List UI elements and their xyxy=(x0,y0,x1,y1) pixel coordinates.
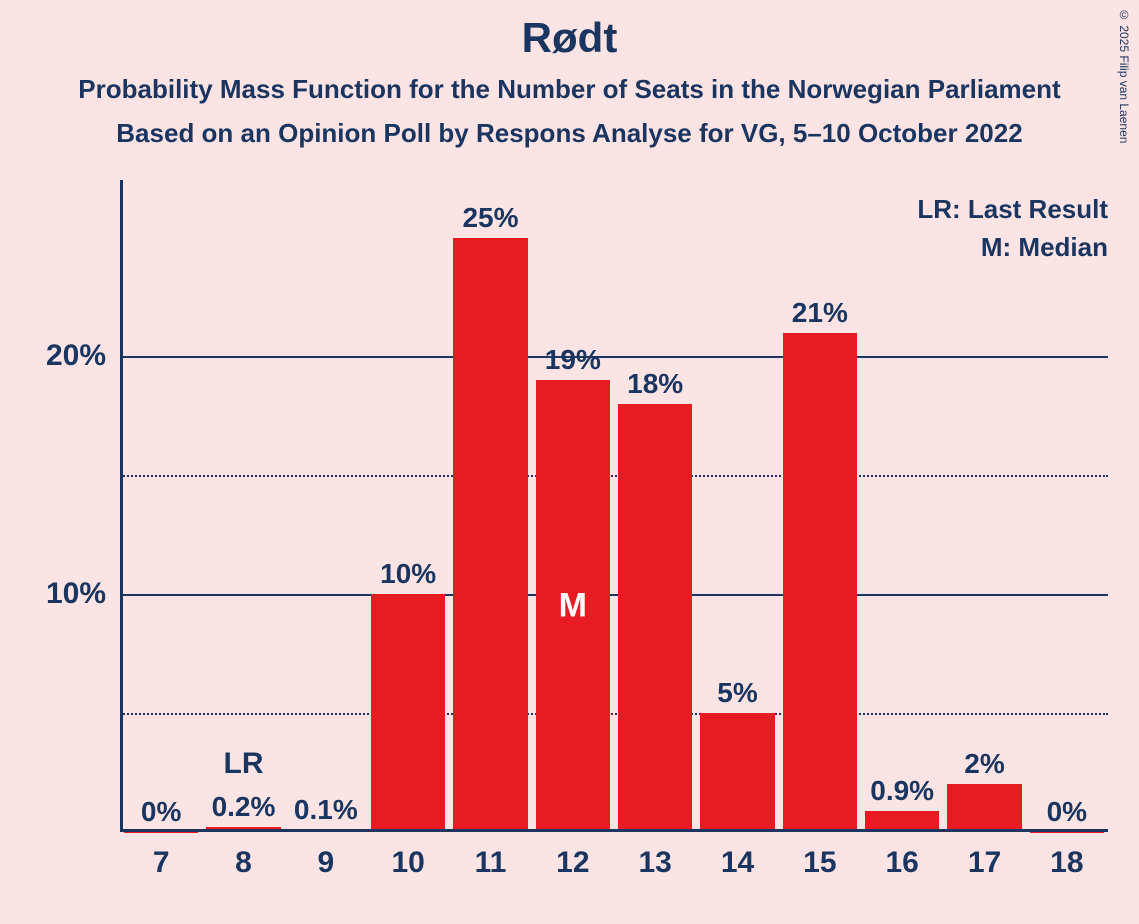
bar: 18% xyxy=(618,404,692,832)
bar: 19%M xyxy=(536,380,610,832)
bar-value-label: 25% xyxy=(462,202,518,238)
x-tick-label: 16 xyxy=(885,832,918,880)
gridline-major xyxy=(120,594,1108,596)
x-tick-label: 17 xyxy=(968,832,1001,880)
chart-subtitle-1: Probability Mass Function for the Number… xyxy=(0,74,1139,105)
chart-plot-area: 10%20%0%70.2%80.1%910%1025%1119%M1218%13… xyxy=(120,190,1108,832)
x-tick-label: 8 xyxy=(235,832,252,880)
y-tick-label: 20% xyxy=(46,339,120,373)
bar-value-label: 5% xyxy=(717,677,757,713)
bar-value-label: 19% xyxy=(545,344,601,380)
bar-value-label: 18% xyxy=(627,368,683,404)
x-tick-label: 7 xyxy=(153,832,170,880)
bar-value-label: 10% xyxy=(380,558,436,594)
legend-median: M: Median xyxy=(981,232,1108,263)
bar: 2% xyxy=(947,784,1021,832)
gridline-major xyxy=(120,356,1108,358)
y-tick-label: 10% xyxy=(46,577,120,611)
bar-value-label: 0.2% xyxy=(212,791,276,827)
median-marker: M xyxy=(559,587,587,626)
bar-value-label: 0.9% xyxy=(870,775,934,811)
bar-value-label: 21% xyxy=(792,297,848,333)
x-tick-label: 9 xyxy=(317,832,334,880)
x-tick-label: 10 xyxy=(391,832,424,880)
x-tick-label: 13 xyxy=(638,832,671,880)
chart-subtitle-2: Based on an Opinion Poll by Respons Anal… xyxy=(0,118,1139,149)
gridline-minor xyxy=(120,475,1108,477)
y-axis-line xyxy=(120,180,123,832)
gridline-minor xyxy=(120,713,1108,715)
bar: 10% xyxy=(371,594,445,832)
bar: 5% xyxy=(700,713,774,832)
bar-value-label: 2% xyxy=(964,748,1004,784)
bar-value-label: 0% xyxy=(141,796,181,832)
x-tick-label: 12 xyxy=(556,832,589,880)
x-axis-line xyxy=(120,829,1108,832)
chart-title: Rødt xyxy=(0,14,1139,62)
x-tick-label: 11 xyxy=(475,832,507,880)
bar: 21% xyxy=(783,333,857,832)
bar: 25% xyxy=(453,238,527,832)
x-tick-label: 18 xyxy=(1050,832,1083,880)
bar-value-label: 0% xyxy=(1047,796,1087,832)
copyright-text: © 2025 Filip van Laenen xyxy=(1117,8,1131,143)
x-tick-label: 14 xyxy=(721,832,754,880)
bar-value-label: 0.1% xyxy=(294,794,358,830)
legend-last-result: LR: Last Result xyxy=(917,194,1108,225)
last-result-marker: LR xyxy=(224,747,264,781)
x-tick-label: 15 xyxy=(803,832,836,880)
